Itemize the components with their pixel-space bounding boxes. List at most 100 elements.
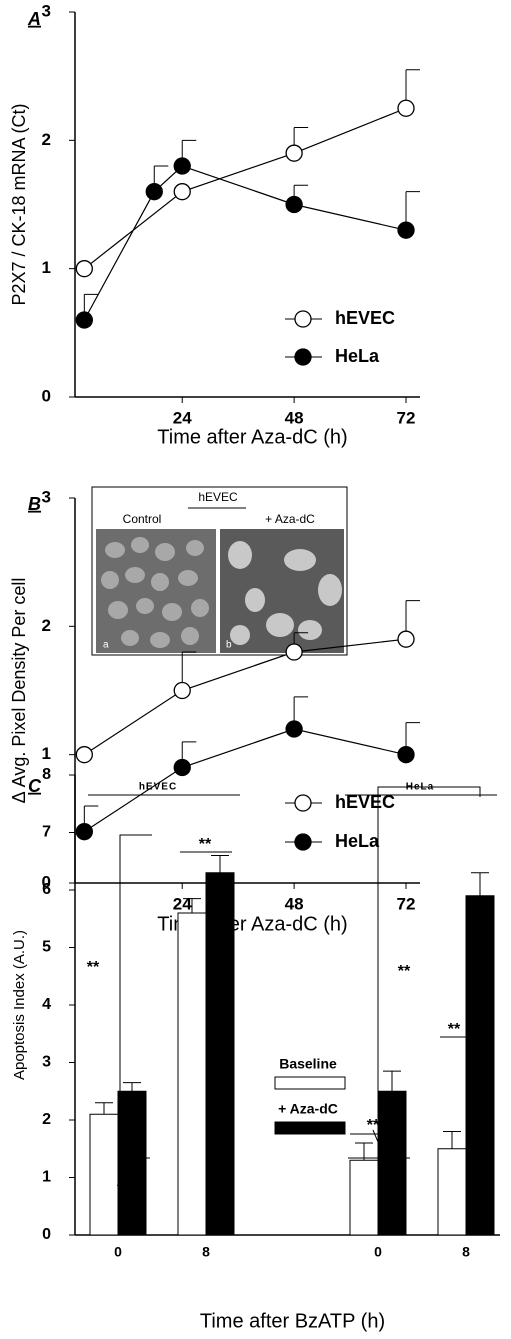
x-tick-label: 72 [397,408,416,427]
x-axis-label: Time after Aza-dC (h) [157,426,347,448]
significance-label: ** [367,1117,380,1134]
y-tick-label: 5 [42,939,51,956]
x-tick-label: 48 [285,408,304,427]
x-tick-label: 72 [397,894,416,913]
data-point [285,144,303,162]
y-tick-label: 7 [42,824,51,841]
y-axis-label: Δ Avg. Pixel Density Per cell [9,578,29,804]
group-label: HeLa [406,782,434,793]
legend-label: HeLa [335,346,380,366]
data-point [173,758,191,777]
y-tick-label: 2 [42,1111,51,1128]
legend-label: HeLa [335,831,380,851]
panel-label: A [27,9,41,29]
significance-label: * [117,1181,124,1198]
y-tick-label: 0 [42,872,51,891]
legend-marker [294,348,312,366]
y-tick-label: 3 [42,1,51,20]
significance-label: ** [199,836,212,853]
bar [117,1090,147,1236]
panel-label: C [28,776,42,796]
panel-label: B [28,494,41,514]
cells [101,537,209,648]
y-axis-label: P2X7 / CK-18 mRNA (Ct) [9,103,29,305]
y-tick-label: 2 [42,130,51,149]
data-point [75,823,93,841]
y-tick-label: 1 [42,744,51,763]
data-point [75,311,93,329]
data-point [75,260,93,278]
y-tick-label: 3 [42,487,51,506]
y-tick-label: 0 [42,386,51,405]
y-tick-label: 8 [42,766,51,783]
data-point [285,720,303,738]
bar [377,1090,407,1236]
error-bar [123,1082,141,1092]
significance-label: ** [87,959,100,976]
y-tick-label: 4 [42,996,51,1013]
error-bar [443,1131,461,1149]
data-point [397,99,415,117]
bar [89,1113,119,1236]
y-tick-label: 6 [42,881,51,898]
y-axis-label: Apoptosis Index (A.U.) [11,930,28,1080]
data-point [285,195,303,214]
series-line [83,165,407,321]
x-tick-label: 8 [202,1244,210,1260]
data-point [285,643,303,661]
y-tick-label: 3 [42,1054,51,1071]
data-point [173,157,191,175]
inset-label: + Aza-dC [265,512,315,526]
error-bar [211,855,229,873]
data-point [145,183,163,201]
error-bar [183,898,201,913]
x-tick-label: 24 [173,894,192,913]
inset-tag: b [226,640,232,651]
bar [205,872,235,1236]
y-tick-label: 0 [42,1226,51,1243]
legend-label: hEVEC [335,308,395,328]
data-point [75,746,93,764]
x-tick-label: 0 [374,1244,382,1260]
legend-label: Baseline [279,1056,337,1072]
inset-tag: a [103,640,109,651]
series-line [83,728,407,833]
y-tick-label: 1 [42,1169,51,1186]
legend-swatch [274,1076,346,1090]
legend-swatch [274,1121,346,1135]
bar [465,895,495,1236]
y-tick-label: 2 [42,616,51,635]
legend-marker [294,310,312,328]
data-point [397,746,415,764]
inset-label: Control [123,512,162,526]
x-tick-label: 0 [114,1244,122,1260]
data-point [173,681,191,700]
x-tick-label: 24 [173,408,192,427]
error-bar [383,1070,401,1092]
x-tick-label: 48 [285,894,304,913]
error-bar [471,872,489,896]
x-axis-label: Time after BzATP (h) [200,1310,385,1332]
legend-label: + Aza-dC [278,1101,338,1117]
legend-marker [294,794,312,812]
data-point [397,221,415,239]
bar [349,1159,379,1236]
cells [228,541,342,645]
inset-title: hEVEC [198,490,238,504]
legend-marker [294,833,312,851]
group-label: hEVEC [139,782,177,793]
bar [177,912,207,1236]
data-point [173,183,191,201]
significance-brackets [88,786,497,1198]
series-line [83,638,407,756]
error-bar [95,1102,113,1115]
y-tick-label: 1 [42,258,51,277]
x-tick-label: 8 [462,1244,470,1260]
error-bar [355,1142,373,1161]
bar [437,1148,467,1236]
significance-label: ** [398,963,411,980]
series-line [83,107,407,270]
data-point [397,630,415,648]
